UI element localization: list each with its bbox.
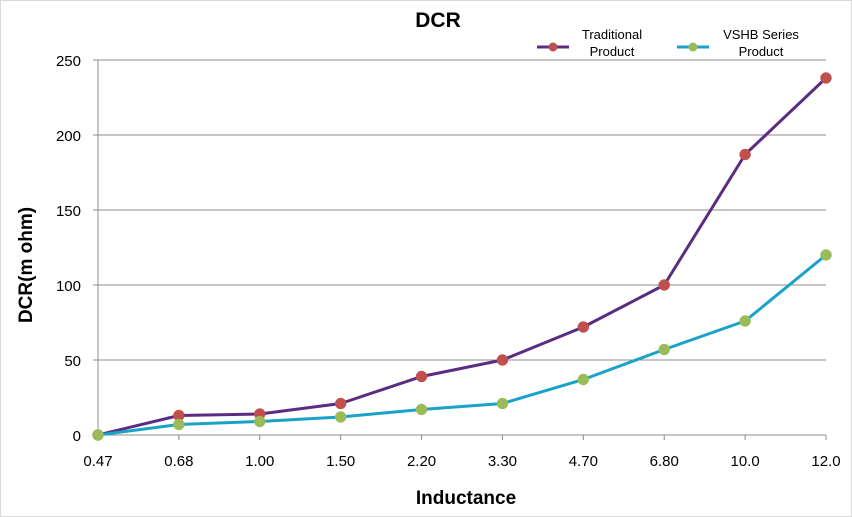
x-tick-label: 12.0 xyxy=(811,453,840,470)
series-line-vshb xyxy=(97,253,827,437)
x-axis-label: Inductance xyxy=(416,488,516,509)
legend-label: Product xyxy=(739,44,784,59)
y-tick-label: 100 xyxy=(56,278,81,295)
y-tick-label: 0 xyxy=(73,428,81,445)
y-tick-label: 150 xyxy=(56,203,81,220)
legend-swatch-marker xyxy=(688,42,698,52)
data-point-vshb xyxy=(254,415,266,428)
data-point-traditional xyxy=(496,354,509,366)
x-tick-label: 0.68 xyxy=(164,453,193,470)
legend-label: Traditional xyxy=(582,27,642,42)
x-tick-label: 10.0 xyxy=(731,453,760,470)
y-axis-label: DCR(m ohm) xyxy=(16,207,37,323)
x-tick-label: 2.20 xyxy=(407,453,436,470)
grid-lines xyxy=(98,59,826,361)
data-point-traditional xyxy=(739,148,751,161)
x-tick-label: 3.30 xyxy=(488,453,517,470)
y-tick-label: 200 xyxy=(56,128,81,145)
x-axis: 0.47 0.68 1.00 1.50 2.20 3.30 4.70 6.80 10.0 12.0 xyxy=(83,434,841,470)
series-layer xyxy=(92,72,832,441)
data-point-traditional xyxy=(577,321,590,333)
data-point-traditional xyxy=(334,397,347,410)
data-point-vshb xyxy=(820,249,832,261)
data-point-vshb xyxy=(658,343,670,356)
data-point-vshb xyxy=(496,397,509,410)
y-axis: 0 50 100 150 200 250 xyxy=(56,53,99,445)
chart-title: DCR xyxy=(415,9,461,32)
x-tick-label: 6.80 xyxy=(650,453,679,470)
x-tick-label: 0.47 xyxy=(83,453,112,470)
data-point-traditional xyxy=(820,72,832,84)
series-line-traditional xyxy=(97,76,828,437)
y-tick-label: 250 xyxy=(56,53,81,70)
data-point-vshb xyxy=(173,418,185,431)
legend-swatch-marker xyxy=(548,42,558,52)
y-tick-label: 50 xyxy=(64,353,81,370)
data-point-vshb xyxy=(92,429,104,441)
data-point-traditional xyxy=(415,370,428,383)
data-point-vshb xyxy=(334,411,347,423)
x-tick-label: 4.70 xyxy=(569,453,598,470)
data-point-traditional xyxy=(658,279,670,291)
x-tick-label: 1.50 xyxy=(326,453,355,470)
legend: Traditional Product VSHB Series Product xyxy=(537,27,799,59)
legend-label: VSHB Series xyxy=(723,27,799,42)
data-point-vshb xyxy=(415,403,428,416)
legend-label: Product xyxy=(590,44,635,59)
data-point-vshb xyxy=(577,373,590,386)
x-tick-label: 1.00 xyxy=(245,453,274,470)
data-point-vshb xyxy=(739,315,751,327)
